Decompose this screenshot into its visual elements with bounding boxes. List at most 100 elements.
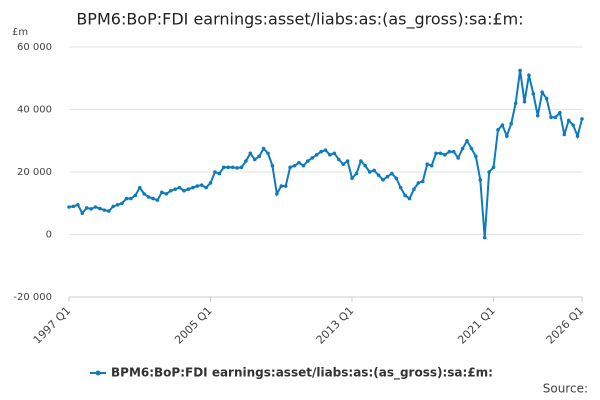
x-tick-label: 2026 Q1 <box>544 304 587 347</box>
y-axis-label: £m <box>12 27 28 38</box>
point <box>186 187 191 191</box>
point <box>350 176 354 181</box>
point <box>522 99 527 104</box>
point <box>509 121 514 126</box>
point <box>527 73 531 77</box>
point <box>372 168 376 173</box>
point <box>429 163 434 168</box>
point <box>160 190 164 195</box>
point <box>217 171 222 176</box>
point <box>425 162 430 166</box>
point <box>124 196 129 201</box>
point <box>199 183 204 187</box>
point <box>252 157 257 162</box>
y-tick-label: 40 000 <box>17 105 52 116</box>
point <box>208 181 213 185</box>
point <box>323 148 328 152</box>
point <box>562 132 567 137</box>
point <box>416 181 421 185</box>
point <box>456 156 460 160</box>
x-tick-label: 2013 Q1 <box>314 304 357 347</box>
chart-title: BPM6:BoP:FDI earnings:asset/liabs:as:(as… <box>76 10 523 30</box>
point <box>549 115 553 120</box>
point <box>111 204 116 209</box>
point <box>447 149 452 154</box>
point <box>283 184 288 188</box>
point <box>261 146 266 151</box>
point <box>438 151 443 156</box>
point <box>571 123 575 127</box>
point <box>133 193 138 198</box>
point <box>226 165 231 170</box>
y-tick-label: 20 000 <box>17 167 52 178</box>
point <box>67 205 71 209</box>
point <box>434 151 438 156</box>
point <box>482 235 487 240</box>
point <box>336 157 341 162</box>
point <box>496 128 500 132</box>
point <box>288 165 292 170</box>
point <box>168 188 173 193</box>
point <box>248 151 253 156</box>
point <box>213 170 217 174</box>
point <box>398 185 403 190</box>
point <box>328 153 332 157</box>
point <box>239 165 244 170</box>
point <box>93 205 98 209</box>
point <box>319 149 323 154</box>
point <box>301 163 306 168</box>
point <box>235 166 239 170</box>
point <box>381 178 385 182</box>
point <box>297 160 301 165</box>
point <box>71 204 76 209</box>
point <box>345 159 350 163</box>
point <box>385 174 390 179</box>
point <box>469 146 474 151</box>
source: Source: <box>543 382 588 396</box>
point <box>292 163 297 168</box>
point <box>412 187 416 191</box>
point <box>505 134 509 138</box>
line <box>68 70 583 238</box>
point <box>195 184 200 188</box>
point <box>244 159 248 163</box>
point <box>465 138 469 143</box>
point <box>221 165 226 170</box>
point <box>173 187 177 191</box>
point <box>367 170 372 174</box>
point <box>575 134 580 138</box>
point <box>518 68 522 73</box>
legend-marker <box>95 370 101 376</box>
point <box>558 110 562 115</box>
point <box>376 173 381 177</box>
point <box>531 92 536 96</box>
point <box>76 203 80 207</box>
point <box>460 146 465 151</box>
point <box>491 165 496 170</box>
point <box>89 207 93 211</box>
point <box>182 188 186 193</box>
point <box>341 162 345 166</box>
point <box>310 156 315 160</box>
point <box>553 115 558 120</box>
point <box>487 170 491 174</box>
point <box>403 193 407 198</box>
point <box>257 154 261 159</box>
y-tick-label: 60 000 <box>17 42 52 53</box>
point <box>107 209 111 213</box>
x-tick-label: 2005 Q1 <box>172 304 215 347</box>
point <box>191 185 195 190</box>
point <box>155 198 160 202</box>
point <box>279 184 284 188</box>
point <box>332 151 337 156</box>
point <box>566 118 571 123</box>
point <box>115 203 120 207</box>
point <box>390 171 394 176</box>
point <box>98 206 102 211</box>
point <box>513 101 518 106</box>
point <box>500 123 505 127</box>
y-tick-label: -20 000 <box>13 292 52 303</box>
point <box>137 185 142 190</box>
point <box>84 206 89 210</box>
